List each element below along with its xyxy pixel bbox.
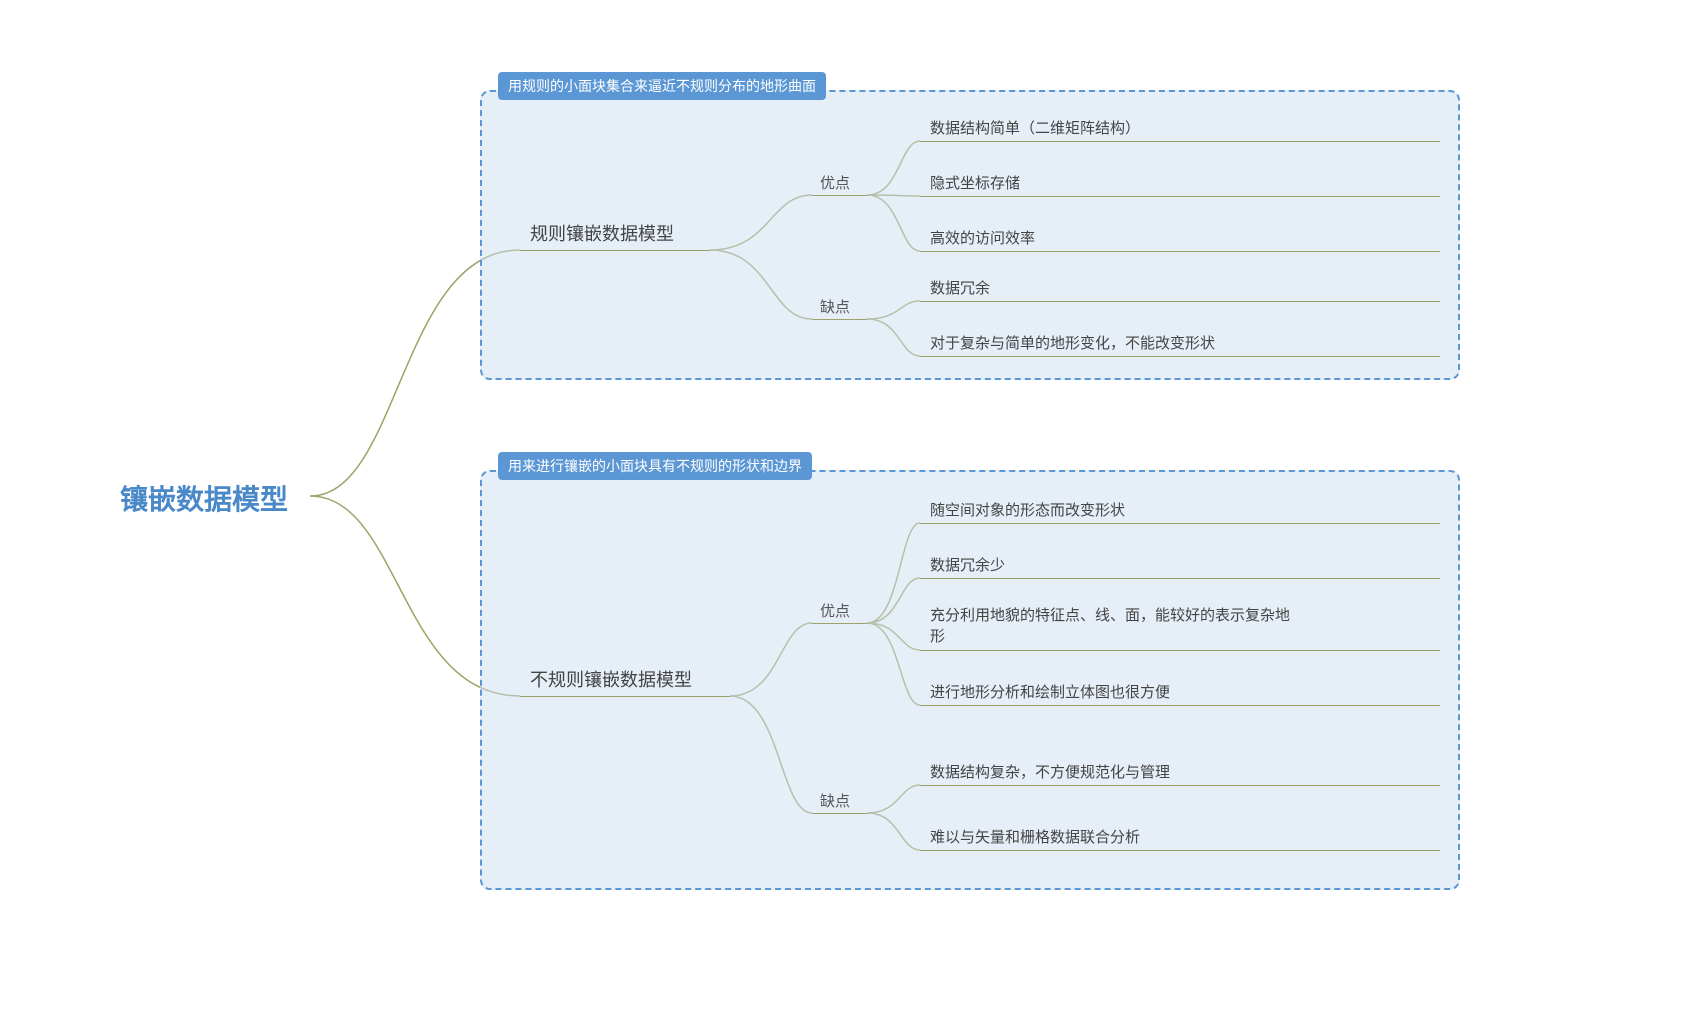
node-underline — [812, 195, 867, 196]
leaf-node-label: 数据结构复杂，不方便规范化与管理 — [930, 762, 1170, 783]
group-tag-label: 用规则的小面块集合来逼近不规则分布的地形曲面 — [498, 72, 826, 100]
leaf-node-label: 对于复杂与简单的地形变化，不能改变形状 — [930, 333, 1215, 354]
leaf-node-label: 随空间对象的形态而改变形状 — [930, 500, 1125, 521]
node-underline — [520, 250, 710, 251]
node-underline — [920, 301, 1440, 302]
node-underline — [920, 141, 1440, 142]
leaf-node-label: 充分利用地貌的特征点、线、面，能较好的表示复杂地形 — [930, 605, 1290, 647]
leaf-node-label: 隐式坐标存储 — [930, 173, 1020, 194]
branch-node-label: 不规则镶嵌数据模型 — [530, 666, 692, 692]
node-underline — [920, 523, 1440, 524]
mid-node-label: 优点 — [820, 172, 850, 193]
mid-node-label: 缺点 — [820, 296, 850, 317]
leaf-node-label: 进行地形分析和绘制立体图也很方便 — [930, 682, 1170, 703]
node-underline — [812, 623, 867, 624]
node-underline — [812, 813, 867, 814]
group-tag-label: 用来进行镶嵌的小面块具有不规则的形状和边界 — [498, 452, 812, 480]
node-underline — [920, 251, 1440, 252]
mid-node-label: 优点 — [820, 600, 850, 621]
leaf-node-label: 难以与矢量和栅格数据联合分析 — [930, 827, 1140, 848]
root-node-label: 镶嵌数据模型 — [120, 478, 288, 518]
node-underline — [920, 785, 1440, 786]
leaf-node-label: 数据冗余少 — [930, 555, 1005, 576]
node-underline — [920, 650, 1440, 651]
node-underline — [920, 705, 1440, 706]
mindmap-canvas: 镶嵌数据模型 用规则的小面块集合来逼近不规则分布的地形曲面规则镶嵌数据模型优点数… — [0, 0, 1681, 1030]
node-underline — [812, 319, 867, 320]
node-underline — [920, 196, 1440, 197]
leaf-node-label: 数据结构简单（二维矩阵结构） — [930, 118, 1140, 139]
node-underline — [520, 696, 730, 697]
node-underline — [920, 356, 1440, 357]
leaf-node-label: 高效的访问效率 — [930, 228, 1035, 249]
branch-node-label: 规则镶嵌数据模型 — [530, 220, 674, 246]
node-underline — [920, 850, 1440, 851]
mid-node-label: 缺点 — [820, 790, 850, 811]
node-underline — [920, 578, 1440, 579]
leaf-node-label: 数据冗余 — [930, 278, 990, 299]
